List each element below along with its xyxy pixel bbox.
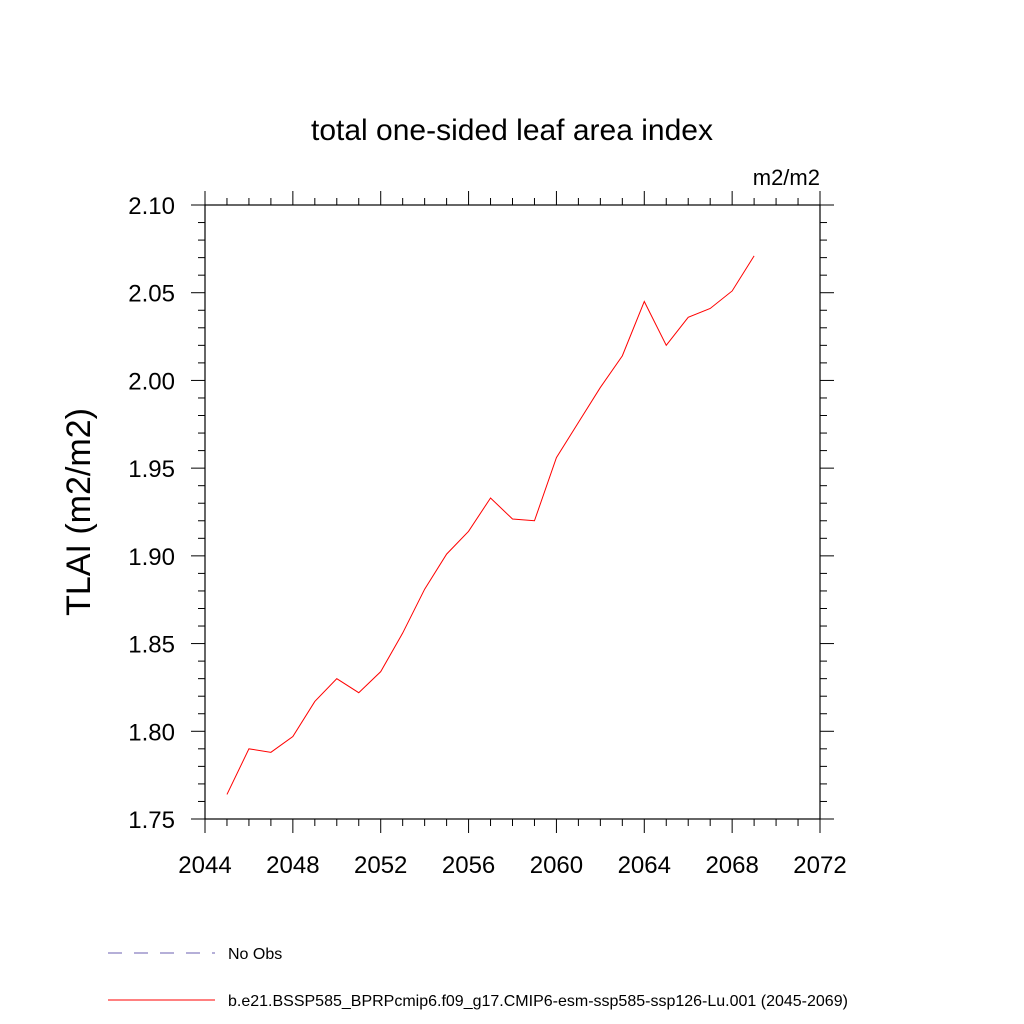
y-tick-label: 1.90 [128, 544, 175, 571]
plot-frame [204, 204, 821, 820]
x-tick-label: 2072 [793, 852, 846, 879]
x-tick-label: 2064 [618, 852, 671, 879]
x-tick-label: 2060 [530, 852, 583, 879]
y-tick-label: 2.10 [128, 193, 175, 220]
series-layer [226, 255, 755, 795]
x-tick-label: 2068 [705, 852, 758, 879]
legend-label-model-run: b.e21.BSSP585_BPRPcmip6.f09_g17.CMIP6-es… [228, 993, 848, 1010]
axis-tick-labels: 2044 2048 2052 2056 2060 2064 2068 2072 1.75 1.80… [128, 193, 846, 879]
x-tick-label: 2048 [266, 852, 319, 879]
axis-ticks [191, 191, 834, 833]
legend: No Obs b.e21.BSSP585_BPRPcmip6.f09_g17.C… [108, 946, 848, 1010]
y-tick-label: 1.75 [128, 807, 175, 834]
y-axis-label: TLAI (m2/m2) [60, 408, 98, 616]
y-tick-label: 1.85 [128, 632, 175, 659]
series-line-tlai [226, 255, 755, 795]
y-tick-label: 1.80 [128, 719, 175, 746]
y-tick-label: 2.05 [128, 281, 175, 308]
x-tick-label: 2052 [354, 852, 407, 879]
chart-title: total one-sided leaf area index [311, 114, 713, 147]
units-label: m2/m2 [753, 165, 820, 190]
x-tick-label: 2044 [178, 852, 231, 879]
x-tick-label: 2056 [442, 852, 495, 879]
legend-label-no-obs: No Obs [228, 946, 282, 963]
y-tick-label: 2.00 [128, 368, 175, 395]
y-tick-label: 1.95 [128, 456, 175, 483]
